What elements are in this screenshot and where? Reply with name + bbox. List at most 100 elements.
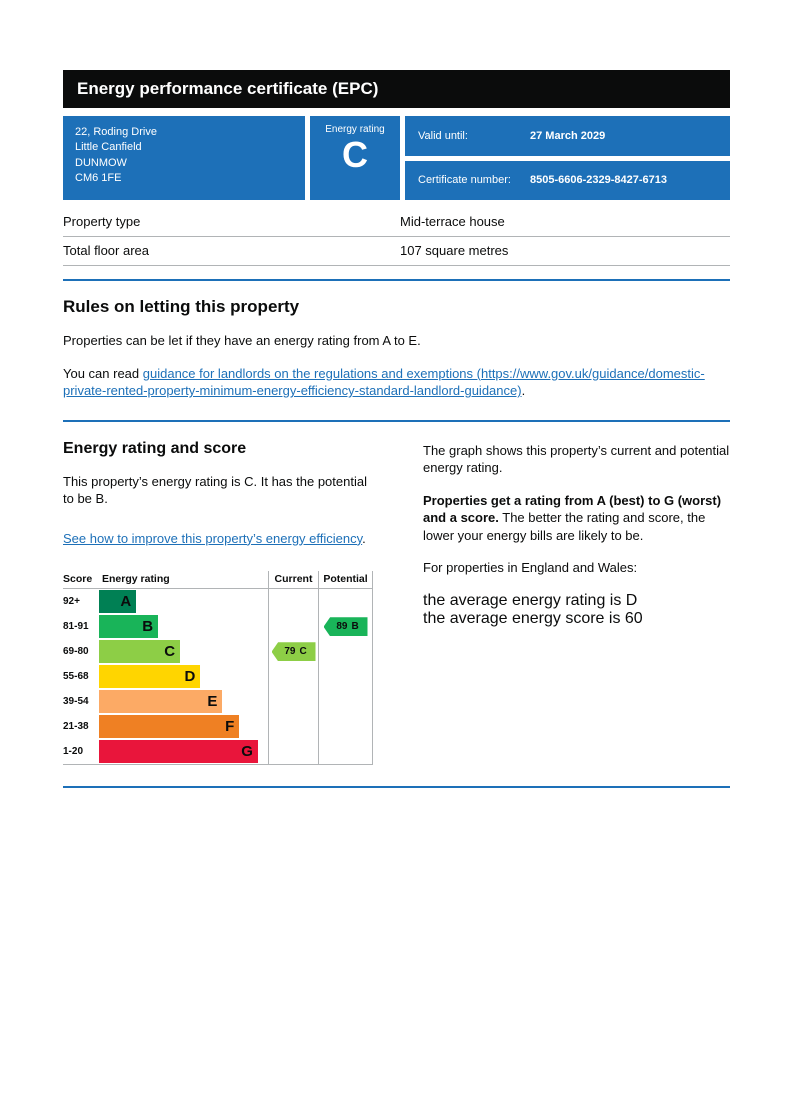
current-column-header: Current [268,571,318,589]
property-details-table: Property type Mid-terrace house Total fl… [63,208,730,266]
average-rating-line: the average energy rating is D [423,591,638,609]
potential-cell [318,589,373,615]
graph-intro-paragraph: The graph shows this property’s current … [423,442,730,476]
epc-band-score: 81-91 [63,621,89,633]
epc-band-row-d: 55-68 D [63,664,373,690]
property-address: 22, Roding Drive Little Canfield DUNMOW … [63,116,305,200]
page-title: Energy performance certificate (EPC) [77,79,379,98]
epc-band-bar: A [99,590,137,614]
current-cell: 79 C [268,639,318,665]
current-cell [268,739,318,765]
average-score-line: the average energy score is 60 [423,609,643,627]
current-cell [268,714,318,740]
epc-band-bar: G [99,740,258,764]
rating-explain-paragraph: Properties get a rating from A (best) to… [423,492,730,545]
epc-band-letter: E [207,693,218,711]
improve-efficiency-link[interactable]: See how to improve this property’s energ… [63,530,363,546]
epc-band-track: F [99,714,268,739]
rules-link-paragraph: You can read guidance for landlords on t… [63,365,730,400]
epc-page: Energy performance certificate (EPC) 22,… [63,70,730,789]
valid-until-row: Valid until: 27 March 2029 [405,116,730,156]
potential-letter: B [351,621,359,633]
property-type-value: Mid-terrace house [400,214,505,229]
rating-column-header: Energy rating [102,573,170,586]
rules-paragraph: Properties can be let if they have an en… [63,333,421,348]
epc-band-score: 55-68 [63,671,89,683]
link-prefix-text: You can read [63,365,143,381]
epc-band-row-e: 39-54 E [63,689,373,715]
epc-band-score: 92+ [63,596,80,608]
epc-band-score: 39-54 [63,696,89,708]
epc-band-track: D [99,664,268,689]
section-divider [63,279,730,281]
energy-rating-label: Energy rating [325,124,385,135]
current-cell [268,614,318,640]
epc-band-bar: B [99,615,159,639]
epc-band-row-f: 21-38 F [63,714,373,740]
epc-band-row-a: 92+ A [63,589,373,615]
epc-band-letter: A [120,593,132,611]
epc-band-track: B [99,614,268,639]
current-rating-marker: 79 C [271,642,316,662]
table-row: Property type Mid-terrace house [63,208,730,237]
score-column-header: Score [63,573,93,586]
certificate-number-value: 8505-6606-2329-8427-6713 [530,174,668,187]
property-type-label: Property type [63,214,141,229]
address-line: DUNMOW [75,156,127,169]
epc-band-bar: F [99,715,240,739]
potential-cell [318,739,373,765]
chart-header-row: Score Energy rating Current Potential [63,571,373,590]
epc-band-letter: G [241,743,253,761]
energy-rating-box: Energy rating C [310,116,400,200]
valid-until-value: 27 March 2029 [530,129,606,142]
floor-area-label: Total floor area [63,243,149,258]
floor-area-value: 107 square metres [400,243,509,258]
epc-band-score: 1-20 [63,746,84,758]
epc-band-row-b: 81-91 B 89 B [63,614,373,640]
energy-rating-section: Energy rating and score This property’s … [63,440,730,766]
certificate-number-row: Certificate number: 8505-6606-2329-8427-… [405,160,730,200]
certificate-meta: Valid until: 27 March 2029 Certificate n… [405,116,730,200]
rating-left-column: Energy rating and score This property’s … [63,440,423,766]
epc-band-score: 21-38 [63,721,89,733]
epc-band-letter: D [184,668,196,686]
section-divider [63,419,730,422]
epc-band-bar: E [99,690,223,714]
table-row: Total floor area 107 square metres [63,237,730,266]
potential-cell [318,664,373,690]
rating-explain-rest: The better the rating and score, the low… [423,510,706,543]
potential-column-header: Potential [318,571,373,589]
epc-band-letter: F [225,718,235,736]
rating-heading: Energy rating and score [63,439,247,457]
rules-heading: Rules on letting this property [63,297,300,316]
epc-band-row-g: 1-20 G [63,739,373,765]
epc-band-track: E [99,689,268,714]
landlord-guidance-link[interactable]: guidance for landlords on the regulation… [63,365,705,399]
potential-cell [318,639,373,665]
section-divider [63,786,730,789]
rating-explain-bold: Properties get a rating from A (best) to… [423,492,722,526]
current-cell [268,664,318,690]
address-line: Little Canfield [75,141,142,154]
address-line: CM6 1FE [75,172,122,185]
potential-cell: 89 B [318,614,373,640]
certificate-number-label: Certificate number: [418,174,511,187]
certificate-summary: 22, Roding Drive Little Canfield DUNMOW … [63,116,730,200]
potential-score: 89 [336,621,348,633]
improve-link-paragraph: See how to improve this property’s energ… [63,530,373,548]
epc-band-letter: B [142,618,154,636]
page-banner: Energy performance certificate (EPC) [63,70,730,108]
potential-cell [318,689,373,715]
energy-rating-value: C [342,134,368,175]
current-score: 79 [284,646,296,658]
current-cell [268,689,318,715]
epc-band-bar: C [99,640,181,664]
epc-band-track: A [99,589,268,614]
rating-right-column: The graph shows this property’s current … [423,440,730,766]
valid-until-label: Valid until: [418,129,468,142]
energy-rating-chart: Score Energy rating Current Potential 92… [63,571,373,766]
current-letter: C [299,646,307,658]
epc-band-letter: C [164,643,176,661]
region-paragraph: For properties in England and Wales: [423,560,638,576]
rating-summary-paragraph: This property’s energy rating is C. It h… [63,473,367,507]
